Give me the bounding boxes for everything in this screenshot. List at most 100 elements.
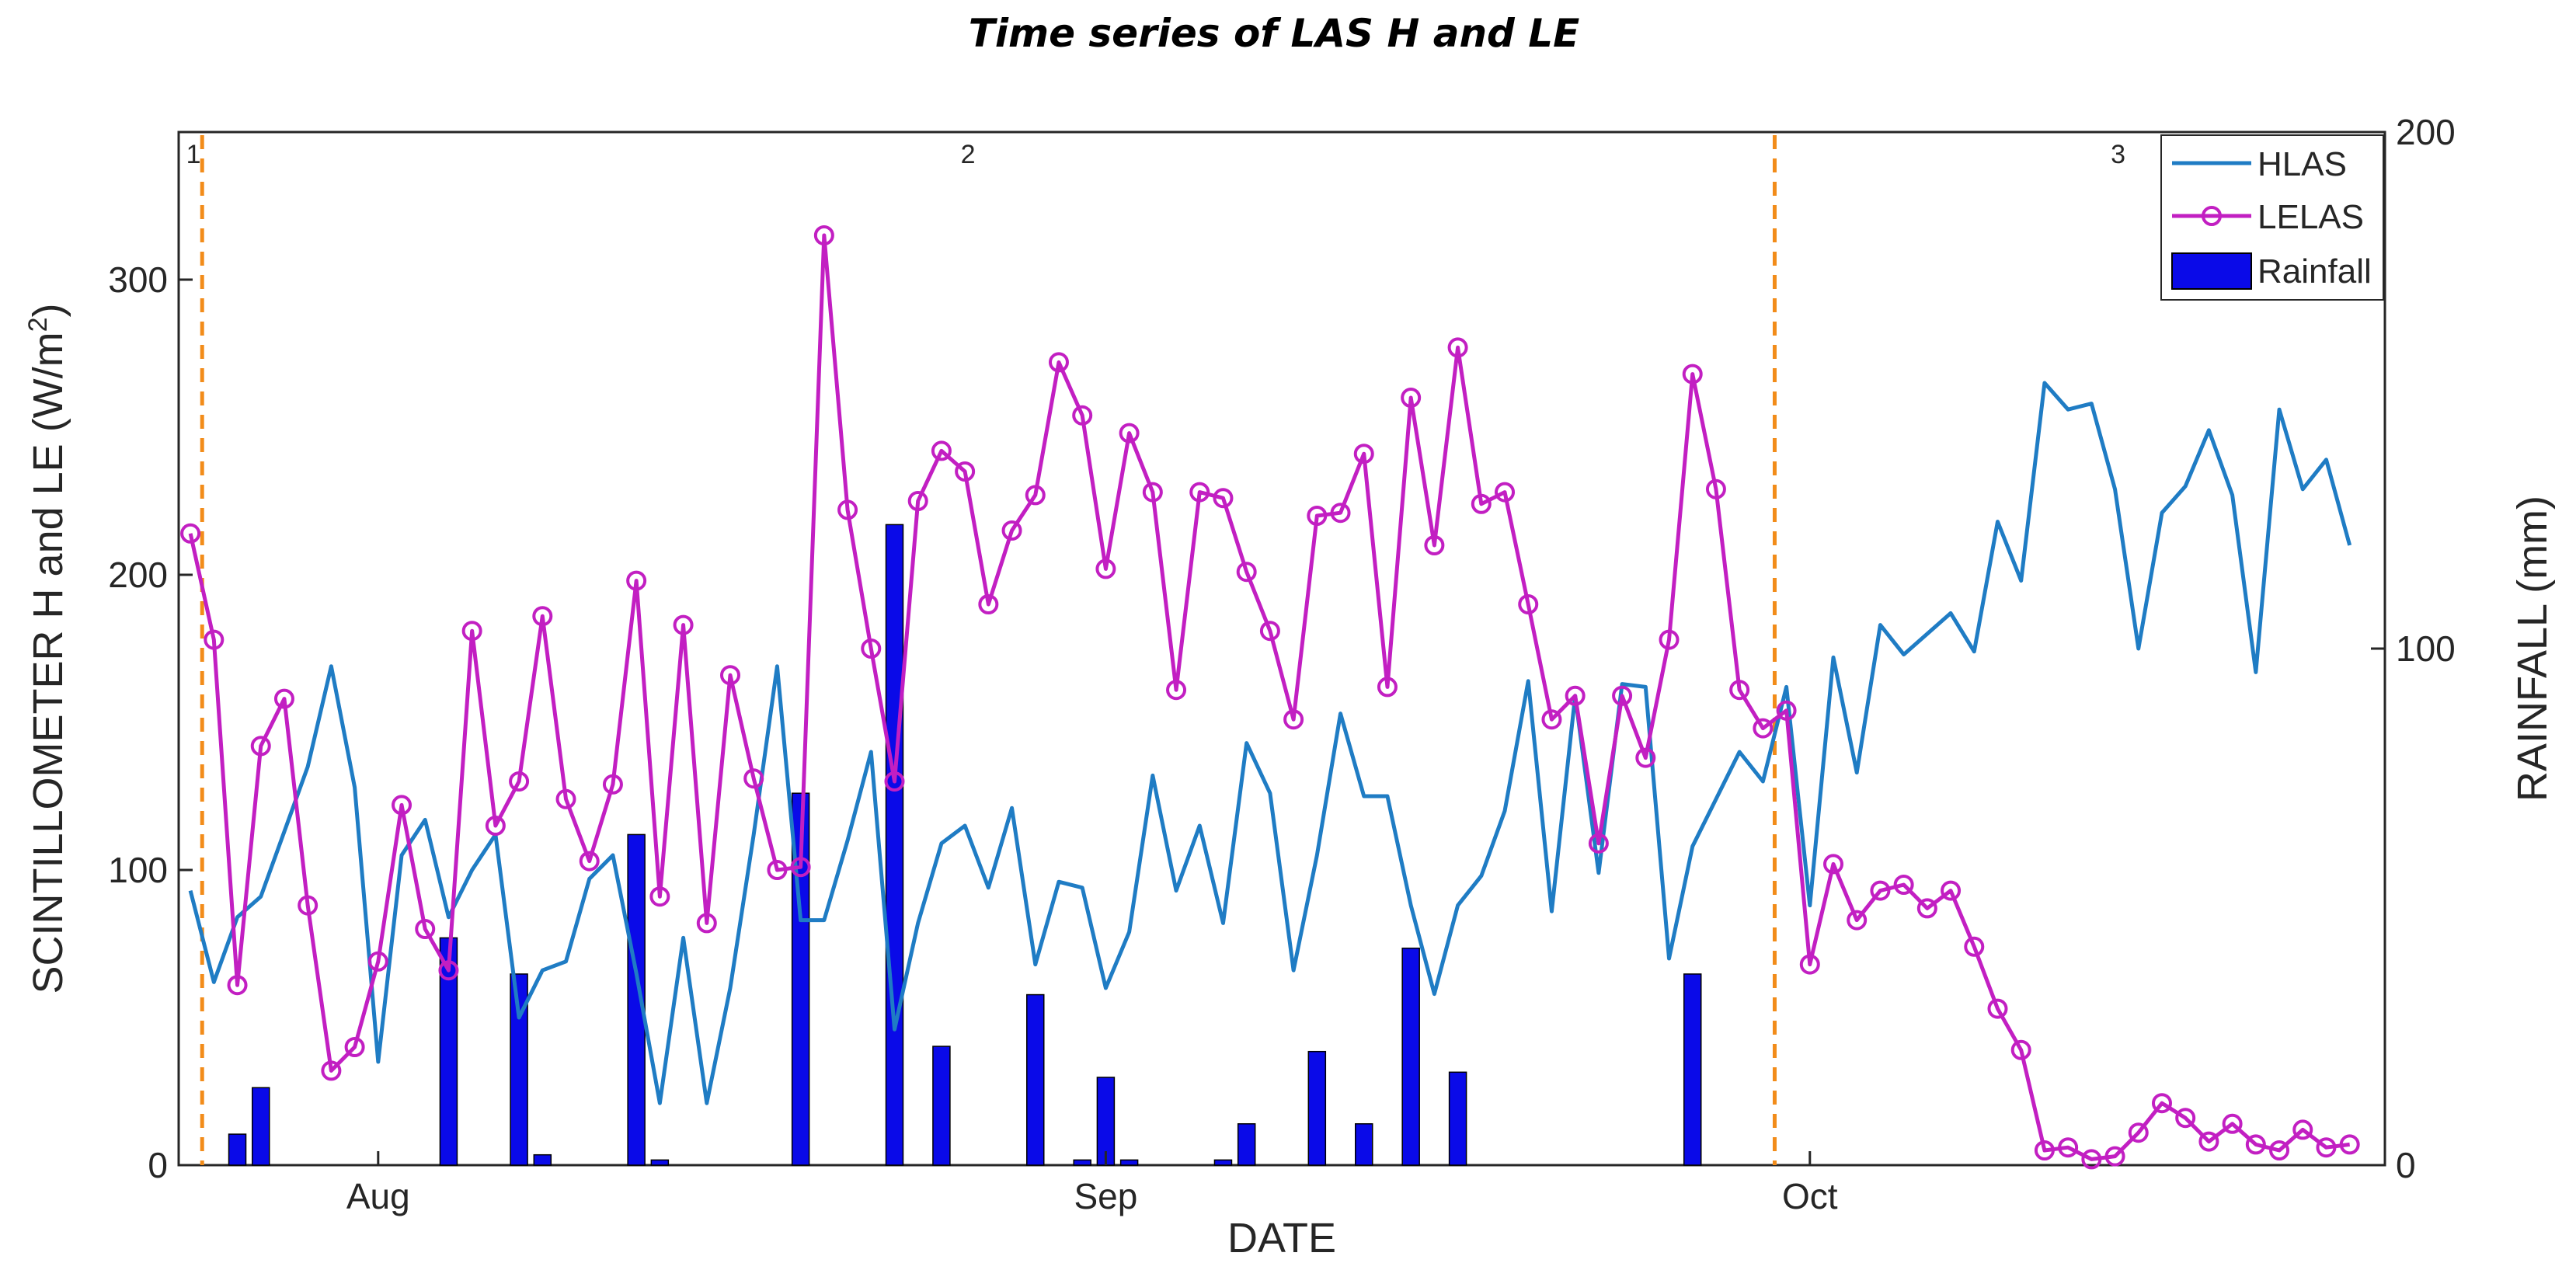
rainfall-bar [1073, 1159, 1091, 1166]
y-left-tick-label: 100 [108, 850, 168, 890]
lelas-marker [1166, 680, 1187, 701]
legend-rainfall-swatch [2171, 252, 2252, 290]
rainfall-bar [1119, 1159, 1139, 1166]
y-axis-left-label: SCINTILLOMETER H and LE (W/m2) [23, 303, 71, 993]
lelas-marker [227, 975, 248, 996]
y-axis-left-label-end: ) [25, 303, 71, 317]
lelas-marker [1565, 685, 1586, 706]
lelas-marker [626, 570, 647, 591]
rainfall-bar [1026, 993, 1045, 1166]
lelas-marker [1259, 621, 1280, 642]
lelas-marker [720, 665, 740, 686]
lelas-marker [485, 816, 506, 836]
rainfall-bar [885, 524, 904, 1166]
lelas-marker [2292, 1119, 2313, 1140]
lelas-marker [250, 736, 271, 757]
lelas-marker [1729, 680, 1750, 701]
lelas-marker [1518, 594, 1539, 614]
lelas-marker [955, 461, 976, 482]
lelas-marker [344, 1037, 365, 1057]
lelas-marker [1213, 488, 1234, 509]
phase-dividers: 1 2 3 [186, 135, 2125, 1165]
lelas-marker [673, 614, 694, 635]
lelas-marker [2198, 1131, 2219, 1152]
lelas-marker [1705, 478, 1726, 499]
lelas-marker [1025, 485, 1046, 506]
lelas-marker [1847, 910, 1868, 931]
lelas-marker [1353, 444, 1374, 465]
hlas-line [188, 381, 2352, 1105]
lelas-marker [861, 638, 882, 659]
legend-lelas-marker [2202, 206, 2222, 226]
lelas-marker [1588, 833, 1609, 854]
lelas-marker [1119, 423, 1140, 444]
lelas-marker [743, 768, 764, 789]
plot-frame [177, 130, 2386, 1167]
y-left-tick-label: 200 [108, 555, 168, 595]
lelas-marker [907, 491, 928, 511]
lelas-marker [1095, 558, 1116, 579]
lelas-marker [555, 788, 576, 809]
rainfall-bar [1401, 947, 1420, 1166]
lelas-marker [509, 771, 530, 792]
lelas-marker [2175, 1108, 2196, 1129]
lelas-marker [884, 771, 905, 792]
lelas-marker [367, 951, 388, 972]
y-right-tick-label: 200 [2396, 112, 2456, 152]
lelas-marker [1189, 482, 1210, 503]
rainfall-bar [1213, 1159, 1233, 1166]
lelas-marker [1236, 562, 1257, 583]
x-tick-label: Oct [1782, 1176, 1838, 1216]
rainfall-bar [650, 1159, 670, 1166]
lelas-marker [1495, 482, 1516, 503]
legend-rainfall-label: Rainfall [2257, 252, 2372, 291]
rainfall-bar [1354, 1123, 1373, 1166]
x-tick-label: Sep [1074, 1176, 1137, 1216]
lelas-marker [579, 851, 600, 872]
lelas-marker [2222, 1113, 2243, 1134]
rainfall-bar [1448, 1071, 1467, 1166]
lelas-marker [2104, 1146, 2125, 1167]
rainfall-bar [932, 1046, 951, 1166]
lelas-marker [438, 960, 459, 981]
lelas-marker [321, 1060, 342, 1081]
y-right-tick-label: 0 [2396, 1145, 2416, 1185]
lelas-marker [2339, 1134, 2360, 1155]
lelas-marker [790, 857, 811, 878]
lelas-marker [602, 774, 623, 795]
lelas-marker [298, 895, 319, 916]
lelas-marker [1471, 493, 1492, 514]
y-right-tick-label: 100 [2396, 628, 2456, 669]
lelas-marker [837, 499, 858, 520]
lelas-marker [696, 913, 717, 934]
lelas-line [188, 233, 2350, 1161]
lelas-marker [2010, 1039, 2031, 1060]
lelas-marker [1401, 388, 1422, 408]
lelas-marker [1635, 747, 1656, 768]
lelas-marker [1893, 875, 1914, 895]
lelas-marker [461, 621, 482, 642]
lelas-marker [1072, 405, 1093, 426]
rainfall-bar [251, 1087, 270, 1166]
rainfall-bar [439, 937, 458, 1166]
lelas-marker [1541, 709, 1562, 730]
rainfall-bar [1307, 1050, 1327, 1166]
x-axis-label: DATE [1227, 1215, 1336, 1261]
lelas-marker [180, 523, 201, 544]
lelas-marker [1753, 718, 1774, 739]
lelas-series [180, 225, 2360, 1170]
lelas-marker [1799, 954, 1820, 975]
lelas-marker [2245, 1134, 2266, 1155]
lelas-marker [532, 606, 553, 627]
lelas-marker [1987, 998, 2008, 1019]
chart-title: Time series of LAS H and LE [969, 11, 1580, 56]
phase-label: 2 [961, 140, 976, 169]
lelas-marker [1916, 898, 1937, 919]
lelas-marker [1283, 709, 1304, 730]
lelas-marker [978, 594, 999, 614]
lelas-marker [2316, 1137, 2337, 1158]
lelas-marker [1776, 700, 1797, 721]
lelas-marker [1424, 535, 1445, 555]
lelas-marker [2034, 1140, 2055, 1160]
